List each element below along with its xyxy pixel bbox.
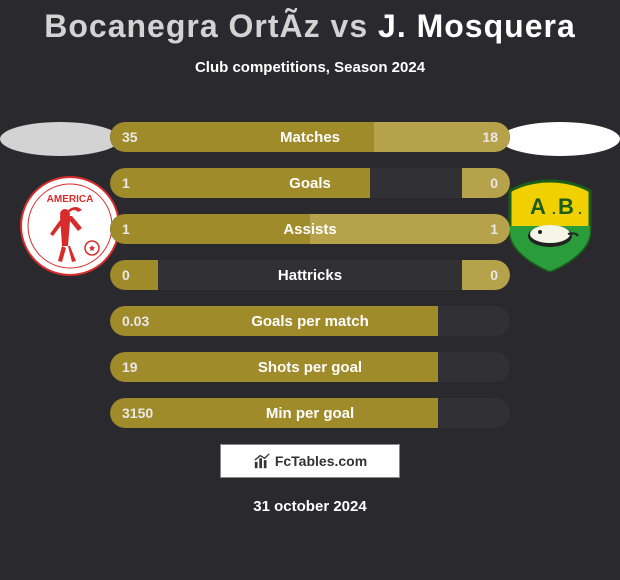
brand-badge: FcTables.com xyxy=(220,444,400,478)
title-vs: vs xyxy=(331,8,369,44)
title-player2: J. Mosquera xyxy=(378,8,576,44)
stat-row: Min per goal3150 xyxy=(110,398,510,428)
stat-row: Shots per goal19 xyxy=(110,352,510,382)
stat-label: Min per goal xyxy=(110,398,510,428)
svg-text:B: B xyxy=(558,194,574,219)
stat-label: Assists xyxy=(110,214,510,244)
svg-text:A: A xyxy=(530,194,546,219)
brand-chart-icon xyxy=(253,452,271,470)
player2-oval xyxy=(500,122,620,156)
title-player1: Bocanegra OrtÃ­z xyxy=(44,8,320,44)
stat-label: Goals per match xyxy=(110,306,510,336)
stat-val-left: 35 xyxy=(122,122,138,152)
svg-text:AMERICA: AMERICA xyxy=(47,194,94,205)
stat-val-left: 1 xyxy=(122,168,130,198)
stat-row: Goals1 0 xyxy=(110,168,510,198)
comparison-title: Bocanegra OrtÃ­z vs J. Mosquera xyxy=(0,0,620,45)
stat-val-right: 1 xyxy=(490,214,498,244)
stat-val-right: 18 xyxy=(482,122,498,152)
stat-row: Matches35 18 xyxy=(110,122,510,152)
stat-val-right: 0 xyxy=(490,260,498,290)
stats-container: Matches3518Goals10Assists11Hattricks00Go… xyxy=(110,122,510,444)
stat-row: Assists1 1 xyxy=(110,214,510,244)
player1-club-logo: AMERICA xyxy=(20,176,120,276)
brand-text: FcTables.com xyxy=(275,453,367,469)
stat-val-left: 3150 xyxy=(122,398,153,428)
player1-oval xyxy=(0,122,120,156)
stat-row: Goals per match0.03 xyxy=(110,306,510,336)
stat-row: Hattricks0 0 xyxy=(110,260,510,290)
stat-label: Hattricks xyxy=(110,260,510,290)
stat-val-left: 19 xyxy=(122,352,138,382)
player2-club-logo: A . B . xyxy=(500,176,600,276)
stat-label: Shots per goal xyxy=(110,352,510,382)
stat-val-left: 0 xyxy=(122,260,130,290)
stat-label: Goals xyxy=(110,168,510,198)
stat-val-left: 1 xyxy=(122,214,130,244)
stat-val-right: 0 xyxy=(490,168,498,198)
subtitle: Club competitions, Season 2024 xyxy=(0,59,620,76)
stat-label: Matches xyxy=(110,122,510,152)
svg-text:.: . xyxy=(578,201,582,217)
stat-val-left: 0.03 xyxy=(122,306,149,336)
svg-text:.: . xyxy=(552,201,556,217)
date-text: 31 october 2024 xyxy=(0,498,620,515)
